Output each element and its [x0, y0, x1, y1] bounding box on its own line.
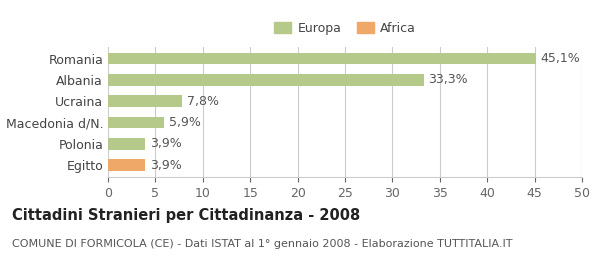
Text: COMUNE DI FORMICOLA (CE) - Dati ISTAT al 1° gennaio 2008 - Elaborazione TUTTITAL: COMUNE DI FORMICOLA (CE) - Dati ISTAT al… [12, 239, 512, 249]
Text: 3,9%: 3,9% [150, 137, 181, 150]
Bar [108, 74, 424, 86]
Text: 45,1%: 45,1% [540, 52, 580, 65]
Text: Cittadini Stranieri per Cittadinanza - 2008: Cittadini Stranieri per Cittadinanza - 2… [12, 208, 360, 223]
Text: 7,8%: 7,8% [187, 95, 218, 108]
Bar [108, 116, 164, 128]
Text: 5,9%: 5,9% [169, 116, 200, 129]
Text: 3,9%: 3,9% [150, 159, 181, 172]
Bar [108, 95, 182, 107]
Text: 33,3%: 33,3% [428, 73, 468, 86]
Bar [108, 138, 145, 150]
Bar [108, 53, 536, 64]
Bar [108, 159, 145, 171]
Legend: Europa, Africa: Europa, Africa [269, 17, 421, 40]
